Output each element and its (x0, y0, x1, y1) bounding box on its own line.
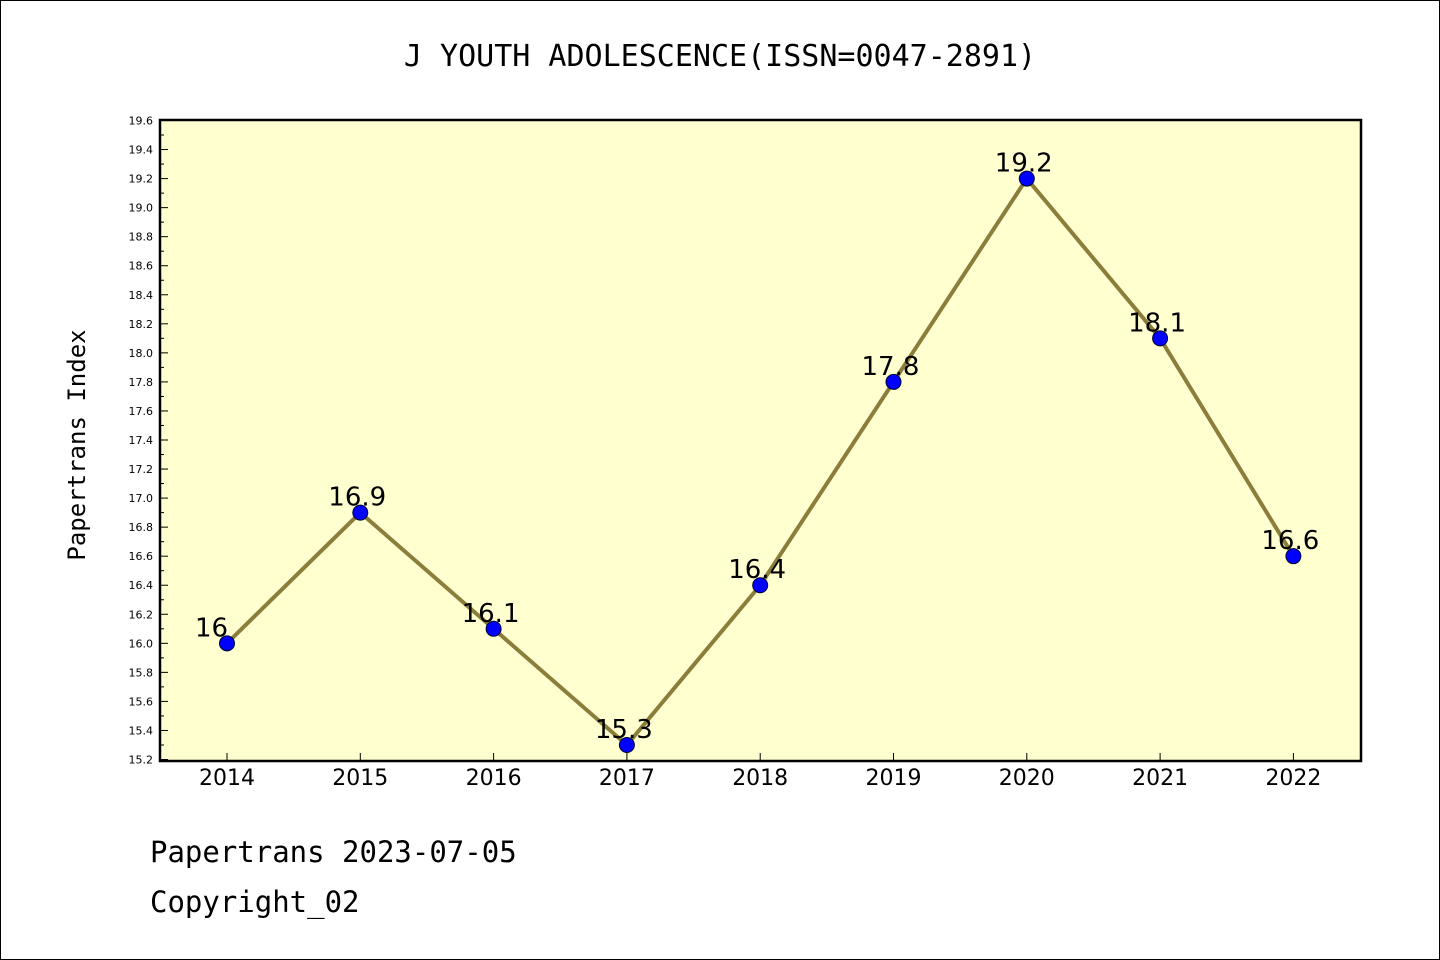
y-tick-label: 19.2 (129, 173, 154, 186)
y-tick-label: 15.6 (129, 695, 154, 708)
y-tick-label: 16.8 (129, 521, 154, 534)
data-label: 16.1 (462, 599, 520, 629)
x-tick-label: 2018 (732, 766, 788, 791)
y-tick-label: 17.2 (129, 463, 154, 476)
chart-title: J YOUTH ADOLESCENCE(ISSN=0047-2891) (404, 39, 1036, 74)
y-tick-label: 16.6 (129, 550, 154, 563)
y-axis-label: Papertrans Index (63, 329, 91, 560)
footer-copyright: Copyright_02 (150, 885, 360, 919)
x-tick-label: 2014 (199, 766, 255, 791)
y-tick-label: 17.0 (129, 492, 154, 505)
x-tick-label: 2017 (599, 766, 655, 791)
x-tick-label: 2020 (999, 766, 1055, 791)
x-tick-label: 2022 (1265, 766, 1321, 791)
x-tick-label: 2021 (1132, 766, 1188, 791)
x-tick-label: 2016 (466, 766, 522, 791)
x-tick-label: 2019 (866, 766, 922, 791)
y-tick-label: 18.2 (129, 318, 154, 331)
y-tick-label: 15.4 (129, 724, 154, 737)
data-label: 18.1 (1128, 308, 1186, 338)
x-axis: 2014 2015 2016 2017 2018 2019 2020 2021 2022 (199, 753, 1321, 791)
data-label: 19.2 (995, 149, 1053, 179)
y-axis: 15.2 15.4 15.6 15.8 16.0 16.2 16.4 16.6 16.8 17.0… (129, 115, 168, 767)
data-point (1152, 330, 1169, 347)
data-point (1285, 548, 1302, 565)
y-tick-label: 16.4 (129, 579, 154, 592)
y-tick-label: 15.8 (129, 666, 154, 679)
data-label-layer: 16 16.9 16.1 15.3 16.4 17.8 19.2 18.1 16.6 (195, 149, 1319, 745)
footer-date: Papertrans 2023-07-05 (150, 835, 517, 869)
y-tick-label: 18.4 (129, 289, 154, 302)
data-label: 16.9 (328, 483, 386, 513)
data-point (618, 736, 635, 753)
y-tick-label: 18.0 (129, 347, 154, 360)
y-tick-label: 16.2 (129, 608, 154, 621)
data-point (885, 373, 902, 390)
y-tick-label: 19.4 (129, 144, 154, 157)
data-point (752, 577, 769, 594)
data-point (352, 504, 369, 521)
data-label: 17.8 (862, 352, 920, 382)
y-tick-label: 16.0 (129, 637, 154, 650)
data-label: 15.3 (595, 715, 653, 745)
data-label: 16.4 (728, 555, 786, 585)
y-tick-label: 19.0 (129, 202, 154, 215)
data-point (1018, 170, 1035, 187)
y-tick-label: 18.8 (129, 231, 154, 244)
data-point (219, 635, 235, 652)
y-tick-label: 17.8 (129, 376, 154, 389)
data-label: 16 (195, 613, 228, 643)
y-tick-label: 19.6 (129, 115, 154, 128)
plot-area (158, 118, 1363, 763)
marker-layer (219, 170, 1302, 753)
y-tick-label: 17.4 (129, 434, 154, 447)
x-tick-label: 2015 (332, 766, 388, 791)
y-tick-label: 17.6 (129, 405, 154, 418)
data-label: 16.6 (1261, 526, 1319, 556)
y-tick-label: 18.6 (129, 260, 154, 273)
y-tick-label: 15.2 (129, 754, 154, 767)
data-point (485, 620, 502, 637)
